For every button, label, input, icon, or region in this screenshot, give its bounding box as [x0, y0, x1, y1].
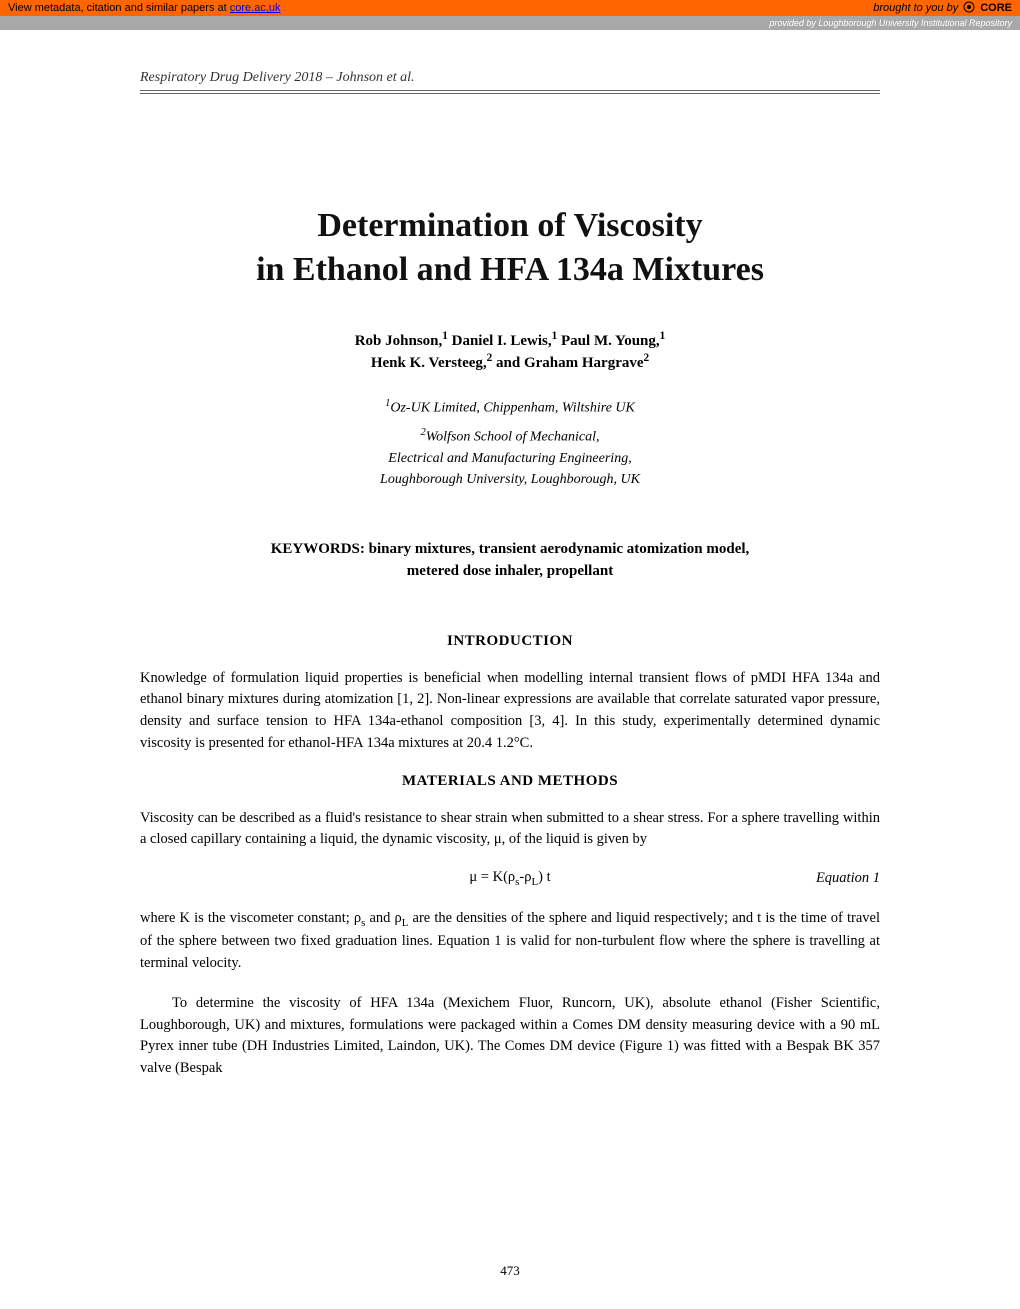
affiliation-2: 2Wolfson School of Mechanical, Electrica…	[140, 425, 880, 490]
core-banner-right-text: brought to you by	[873, 2, 958, 14]
section-heading-methods: MATERIALS AND METHODS	[140, 773, 880, 790]
provided-prefix: provided by	[769, 18, 818, 28]
paper-title: Determination of Viscosity in Ethanol an…	[140, 204, 880, 292]
introduction-paragraph: Knowledge of formulation liquid properti…	[140, 668, 880, 755]
core-banner-left: View metadata, citation and similar pape…	[8, 2, 281, 14]
affiliation-1: 1Oz-UK Limited, Chippenham, Wiltshire UK	[140, 396, 880, 419]
core-metadata-banner: View metadata, citation and similar pape…	[0, 0, 1020, 16]
core-banner-prefix: View metadata, citation and similar pape…	[8, 2, 230, 14]
core-banner-right: brought to you by CORE	[873, 0, 1012, 17]
page-content: Respiratory Drug Delivery 2018 – Johnson…	[0, 30, 1020, 1080]
title-line-2: in Ethanol and HFA 134a Mixtures	[256, 251, 764, 288]
core-link[interactable]: core.ac.uk	[230, 2, 281, 14]
equation-label: Equation 1	[816, 870, 880, 887]
core-logo-text: CORE	[980, 2, 1012, 14]
keywords: KEYWORDS: binary mixtures, transient aer…	[140, 538, 880, 583]
title-line-1: Determination of Viscosity	[317, 207, 702, 244]
equation-text: μ = K(ρs-ρL) t	[469, 869, 550, 888]
authors-line-2: Henk K. Versteeg,2 and Graham Hargrave2	[140, 352, 880, 372]
provided-text: Loughborough University Institutional Re…	[818, 18, 1012, 28]
methods-para-3: To determine the viscosity of HFA 134a (…	[140, 993, 880, 1080]
running-header: Respiratory Drug Delivery 2018 – Johnson…	[140, 70, 880, 86]
equation-1: μ = K(ρs-ρL) t Equation 1	[140, 869, 880, 888]
provided-by-banner: provided by Loughborough University Inst…	[0, 16, 1020, 30]
authors-line-1: Rob Johnson,1 Daniel I. Lewis,1 Paul M. …	[140, 330, 880, 350]
methods-para-1: Viscosity can be described as a fluid's …	[140, 808, 880, 852]
header-rule	[140, 90, 880, 94]
keywords-label: KEYWORDS:	[271, 541, 369, 557]
methods-para-2: where K is the viscometer constant; ρs a…	[140, 908, 880, 975]
page-number: 473	[0, 1263, 1020, 1279]
section-heading-introduction: INTRODUCTION	[140, 633, 880, 650]
core-logo-icon	[962, 0, 976, 17]
